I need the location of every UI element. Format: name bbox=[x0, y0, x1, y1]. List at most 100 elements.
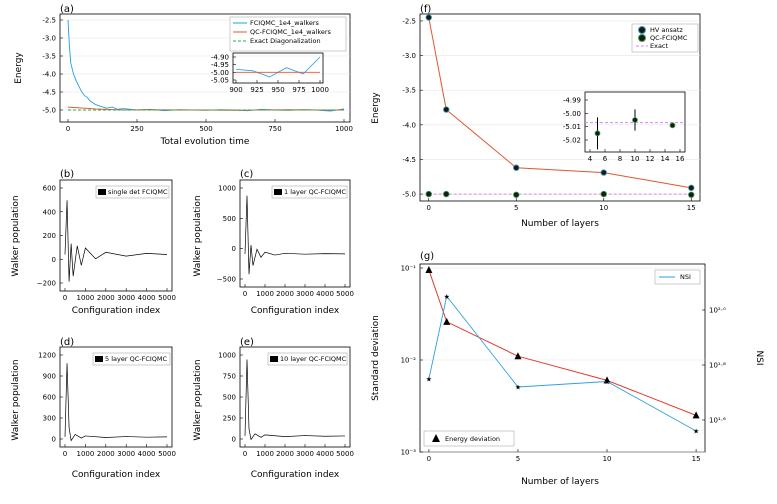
panel-f-inset-xtick-label: 8 bbox=[618, 155, 622, 163]
panel-g-energy-point bbox=[443, 317, 451, 325]
panel-b: (b) 0 1000 2000 3000 4000 50006004002000−200 … bbox=[11, 169, 176, 316]
panel-d-ytick-label: 300 bbox=[43, 415, 56, 423]
panel-f-hv-point bbox=[513, 164, 520, 171]
legend-qc-marker bbox=[638, 34, 646, 42]
panel-f-qc-point bbox=[600, 190, 607, 198]
panel-g-ylabel: Standard deviation bbox=[371, 315, 381, 401]
panel-b-ytick-label: 200 bbox=[43, 232, 56, 240]
legend-fciqmc: FCIQMC_1e4_walkers bbox=[250, 19, 320, 27]
panel-e-xtick-label: 3000 bbox=[296, 450, 314, 458]
panel-e-legend-text: 10 layer QC-FCIQMC bbox=[280, 355, 347, 363]
panel-c-xtick-label: 1000 bbox=[256, 290, 274, 298]
panel-c-xtick-label: 0 bbox=[243, 290, 247, 298]
panel-a-ylabel: Energy bbox=[14, 52, 24, 84]
legend-energy-dev: Energy deviation bbox=[445, 435, 500, 443]
panel-f-xtick-label: 0 bbox=[427, 204, 431, 212]
panel-a-ytick-label: -3.0 bbox=[42, 35, 56, 43]
panel-a-xlabel: Total evolution time bbox=[160, 137, 250, 147]
panel-a-inset-xtick-label: 900 bbox=[229, 86, 242, 94]
panel-d-xtick-label: 1000 bbox=[76, 450, 94, 458]
panel-c-legend-text: 1 layer QC-FCIQMC bbox=[284, 188, 346, 196]
panel-f-label: (f) bbox=[420, 4, 431, 15]
panel-f-ytick-label: -5.0 bbox=[402, 191, 416, 199]
panel-g-nsi-point: ★ bbox=[426, 375, 432, 383]
panel-d-xtick-label: 2000 bbox=[97, 450, 115, 458]
panel-g: (g) 0 5 10 15 10⁻¹ 10⁻² 10⁻³ 10²·⁰ 10¹·⁸ 10¹·⁶ Nu… bbox=[371, 251, 764, 487]
panel-f-hv-point bbox=[425, 14, 432, 21]
panel-a-inset-xtick-label: 950 bbox=[271, 86, 284, 94]
panel-c-legend-swatch bbox=[274, 189, 282, 195]
panel-a-xtick-label: 500 bbox=[199, 125, 212, 133]
panel-e-ytick-label: 1000 bbox=[218, 352, 236, 360]
panel-a-frame bbox=[59, 13, 351, 123]
panel-b-xtick-label: 4000 bbox=[138, 294, 156, 302]
panel-e-ytick-label: 500 bbox=[223, 394, 236, 402]
panel-b-ytick-label: 600 bbox=[43, 185, 56, 193]
panel-e-xtick-label: 0 bbox=[243, 450, 247, 458]
panel-d-legend-swatch bbox=[95, 356, 103, 362]
panel-a-inset-xtick-label: 975 bbox=[292, 86, 305, 94]
panel-a-inset-ytick-label: -5.00 bbox=[211, 69, 229, 77]
panel-a-ytick-label: -2.5 bbox=[42, 17, 56, 25]
panel-e-xtick-label: 1000 bbox=[256, 450, 274, 458]
panel-c-xtick-label: 3000 bbox=[296, 290, 314, 298]
legend-exact-f: Exact bbox=[650, 42, 669, 50]
panel-f-xtick-label: 15 bbox=[687, 204, 696, 212]
panel-g-label: (g) bbox=[420, 251, 434, 262]
panel-b-ylabel: Walker population bbox=[11, 195, 21, 276]
legend-energy-dev-marker bbox=[432, 434, 440, 442]
panel-g-ytick-label: 10⁻² bbox=[401, 357, 417, 365]
panel-f-xtick-label: 5 bbox=[514, 204, 518, 212]
panel-a-xtick-label: 0 bbox=[66, 125, 70, 133]
panel-b-xtick-label: 2000 bbox=[97, 294, 115, 302]
panel-f-inset-point bbox=[594, 130, 601, 137]
panel-b-ytick-label: 0 bbox=[52, 256, 56, 264]
panel-d-ytick-label: 1200 bbox=[38, 352, 56, 360]
panel-d-xtick-label: 0 bbox=[63, 450, 67, 458]
panel-c-ytick-label: −500 bbox=[217, 276, 236, 284]
panel-d-legend-text: 5 layer QC-FCIQMC bbox=[105, 355, 167, 363]
panel-g-energy-line bbox=[428, 269, 697, 416]
panel-g-legend-left bbox=[423, 430, 515, 447]
panel-a-label: (a) bbox=[60, 4, 74, 15]
panel-f-inset-xtick-label: 6 bbox=[603, 155, 608, 163]
panel-f-inset-xtick-label: 14 bbox=[661, 155, 670, 163]
panel-g-xlabel: Number of layers bbox=[521, 477, 599, 487]
legend-hv-marker bbox=[638, 26, 646, 34]
legend-hv: HV ansatz bbox=[650, 26, 683, 34]
panel-e-ytick-label: 750 bbox=[223, 373, 236, 381]
panel-f-hv-point bbox=[600, 169, 607, 176]
panel-e-ytick-label: 250 bbox=[223, 415, 236, 423]
panel-f-hv-point bbox=[443, 106, 450, 113]
panel-e-legend-swatch bbox=[270, 356, 278, 362]
panel-a-xtick-label: 250 bbox=[130, 125, 143, 133]
panel-d-label: (d) bbox=[60, 337, 74, 348]
panel-f-inset-xtick-label: 16 bbox=[676, 155, 685, 163]
panel-f-inset-ytick-label: -5.02 bbox=[563, 137, 581, 145]
panel-d-ytick-label: 0 bbox=[52, 436, 56, 444]
legend-nsi: NSI bbox=[680, 273, 691, 281]
panel-f-inset-ytick-label: -5.00 bbox=[563, 110, 581, 118]
panel-f-xlabel: Number of layers bbox=[521, 219, 599, 229]
panel-c-legend bbox=[271, 185, 348, 199]
panel-c-ytick-label: 1000 bbox=[218, 185, 236, 193]
panel-b-legend-swatch bbox=[98, 189, 106, 195]
panel-a-legend bbox=[229, 16, 347, 52]
panel-g-nsi-point: ★ bbox=[604, 378, 610, 386]
panel-g-nsi-point: ★ bbox=[444, 293, 450, 301]
panel-b-ytick-label: −200 bbox=[37, 280, 56, 288]
panel-f-frame bbox=[419, 13, 701, 202]
panel-c-xlabel: Configuration index bbox=[251, 306, 340, 316]
panel-b-xlabel: Configuration index bbox=[72, 306, 161, 316]
panel-d-ytick-label: 600 bbox=[43, 394, 56, 402]
panel-g-right-ytick-label: 10¹·⁶ bbox=[709, 417, 726, 425]
panel-d-xtick-label: 4000 bbox=[138, 450, 156, 458]
panel-a-inset-ytick-label: -5.05 bbox=[211, 77, 229, 85]
panel-d-xtick-label: 5000 bbox=[158, 450, 176, 458]
panel-b-legend-text: single det FCIQMC bbox=[108, 188, 168, 196]
panel-b-xtick-label: 0 bbox=[63, 294, 67, 302]
panel-g-nsi-point: ★ bbox=[515, 384, 521, 392]
panel-e-xtick-label: 4000 bbox=[316, 450, 334, 458]
panel-f: (f) 0 5 10 15 -2.5 -3.0 -3.5 -4.0 -4.5 -5.0 Numbe… bbox=[371, 4, 701, 229]
